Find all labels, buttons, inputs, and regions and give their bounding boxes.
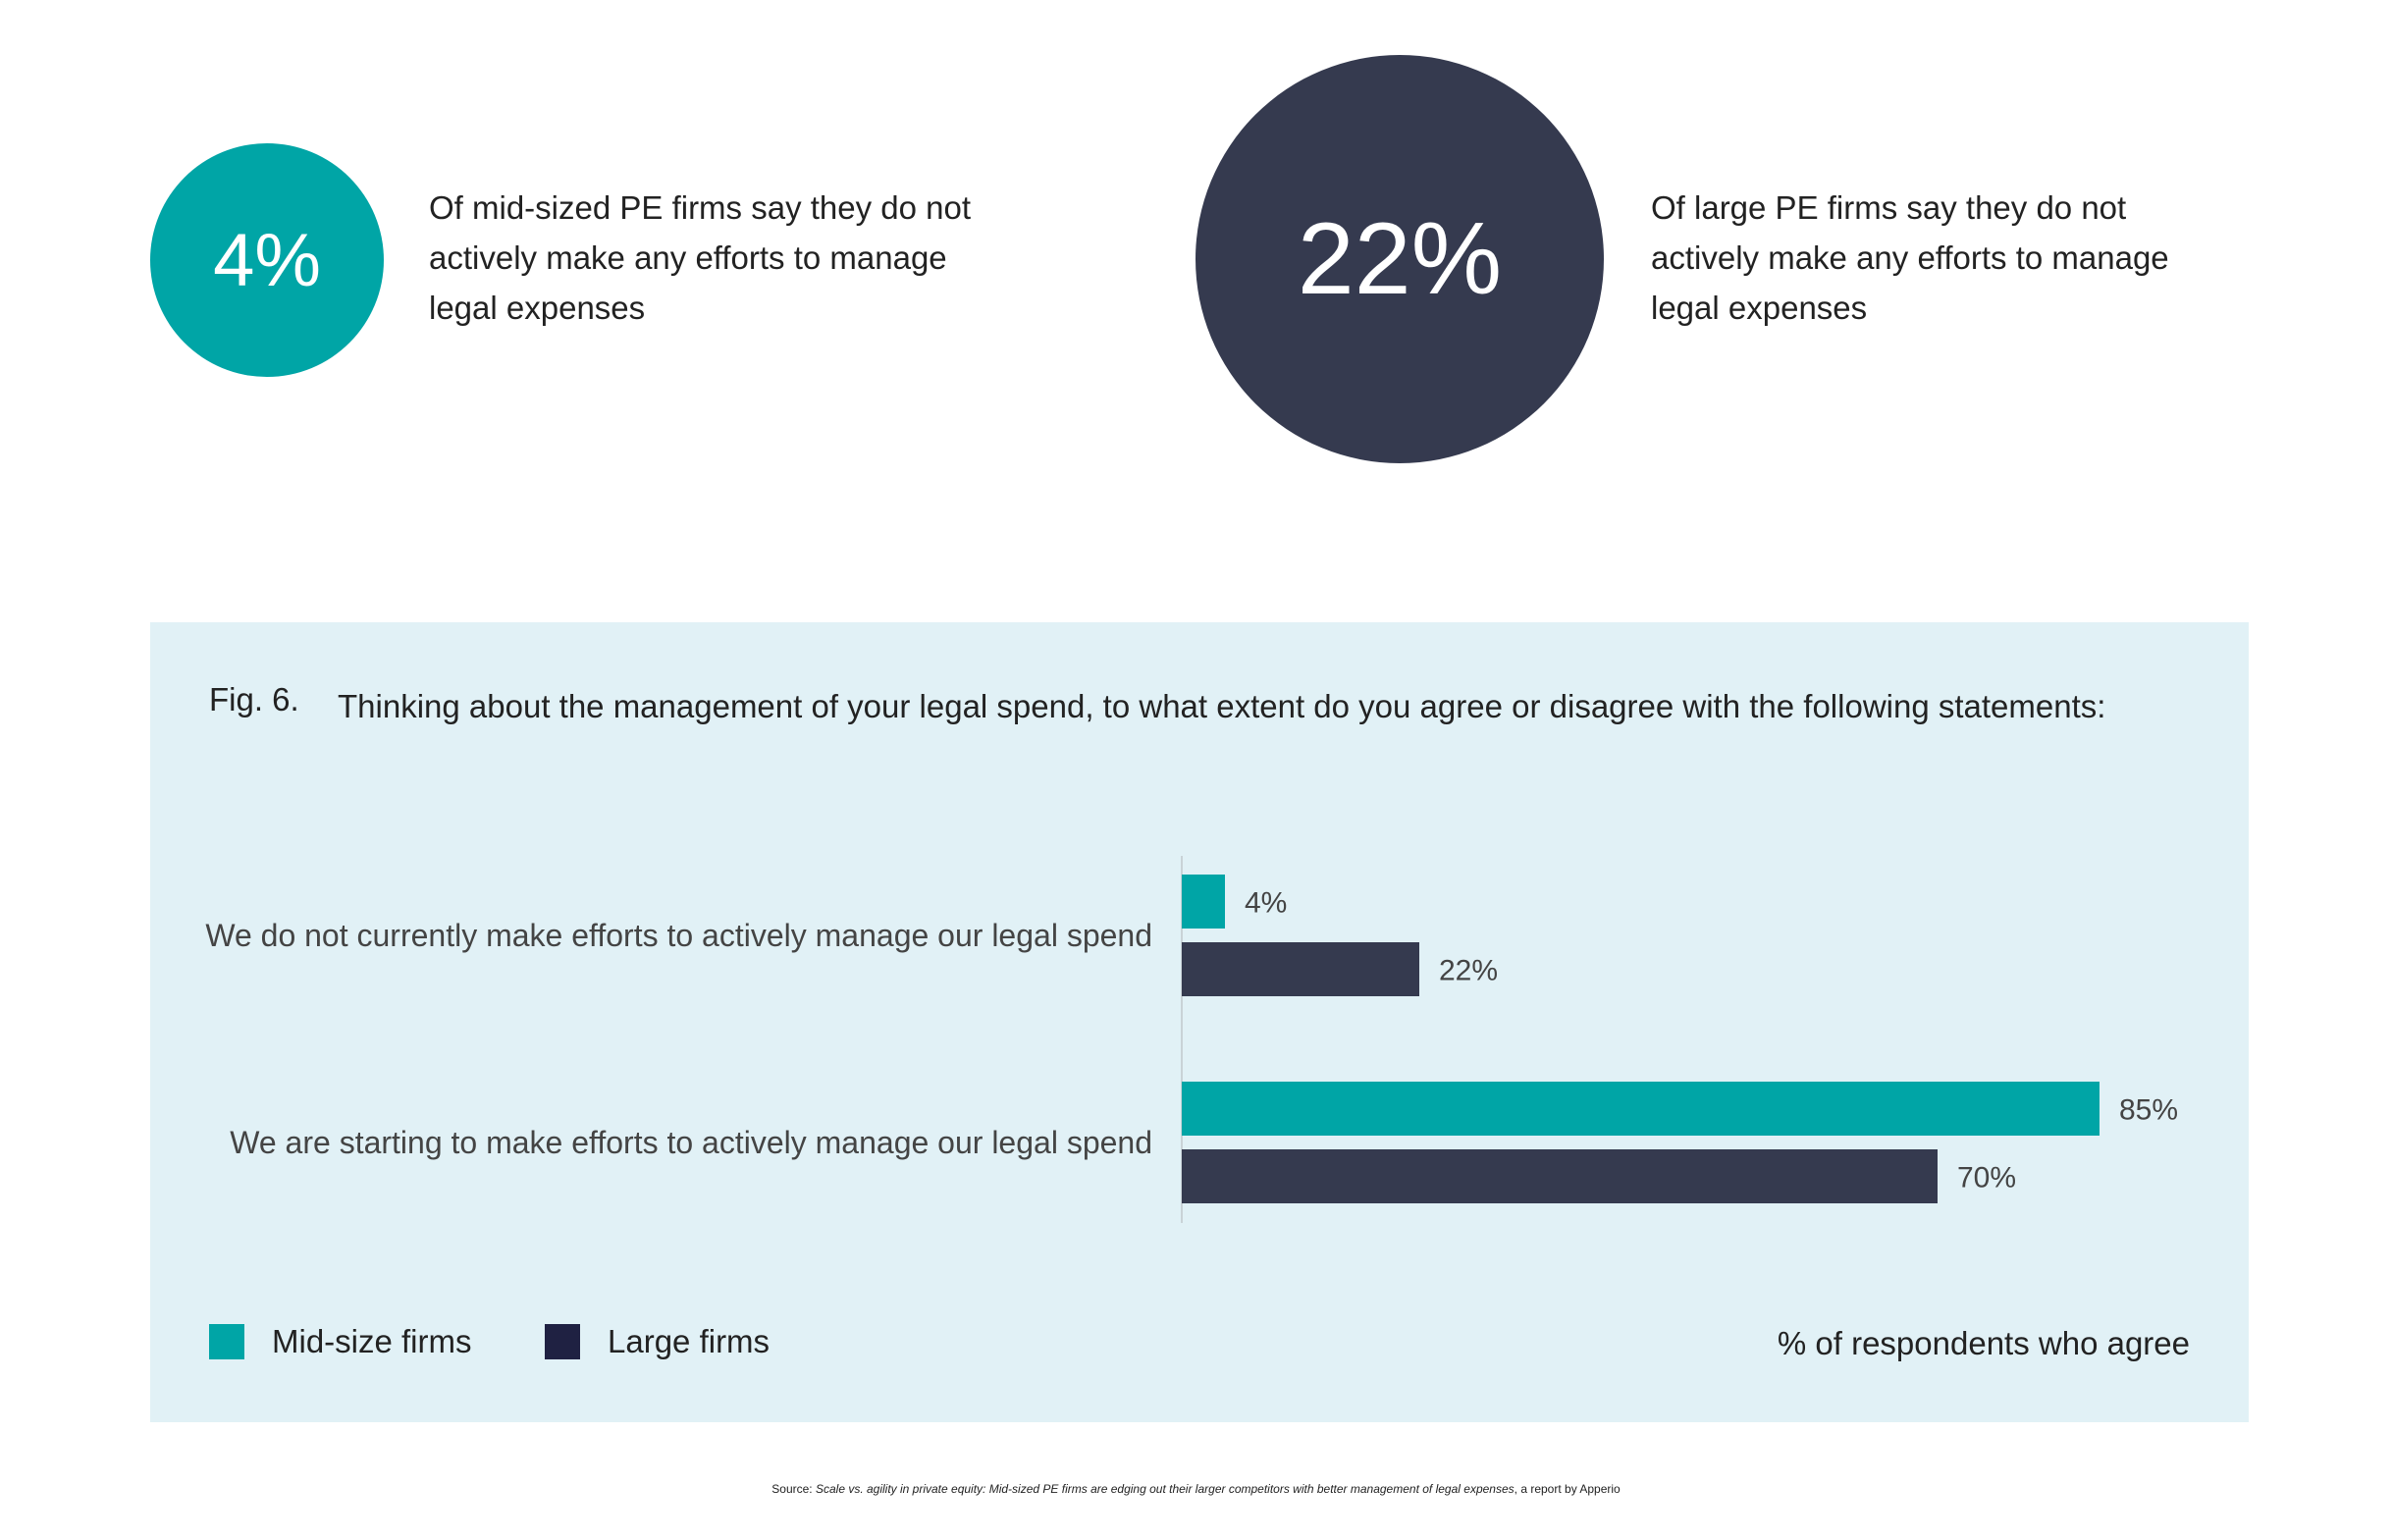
stat-mid-description: Of mid-sized PE firms say they do not ac…	[429, 189, 972, 326]
legend-swatch-mid	[209, 1324, 244, 1359]
bar-large	[1182, 1149, 1938, 1203]
bar-chart: We do not currently make efforts to acti…	[205, 856, 2178, 1223]
figure-panel: Fig. 6. Thinking about the management of…	[150, 622, 2249, 1422]
legend-item-mid: Mid-size firms	[209, 1323, 472, 1360]
source-title: Scale vs. agility in private equity: Mid…	[815, 1482, 1515, 1496]
source-prefix: Source:	[771, 1482, 816, 1496]
figure-label: Fig. 6.	[209, 681, 299, 717]
stat-large-description: Of large PE firms say they do not active…	[1651, 189, 2169, 326]
bar-value-label: 22%	[1439, 955, 1498, 987]
bar-large	[1182, 942, 1419, 996]
bar-value-label: 70%	[1957, 1162, 2016, 1195]
figure-title: Thinking about the management of your le…	[338, 688, 2106, 724]
category-label: We do not currently make efforts to acti…	[205, 918, 1152, 953]
stat-circle-mid: 4%	[150, 143, 384, 377]
stat-large-value: 22%	[1297, 201, 1503, 316]
bar-value-label: 4%	[1245, 887, 1287, 920]
bar-mid	[1182, 875, 1225, 929]
legend-swatch-large	[545, 1324, 580, 1359]
legend-label-mid: Mid-size firms	[272, 1323, 472, 1359]
stat-mid-value: 4%	[213, 218, 321, 302]
legend-label-large: Large firms	[608, 1323, 771, 1359]
source-note: Source: Scale vs. agility in private equ…	[0, 1482, 2392, 1496]
bar-mid	[1182, 1082, 2100, 1136]
bar-value-label: 85%	[2119, 1094, 2178, 1127]
axis-note: % of respondents who agree	[1777, 1325, 2190, 1361]
stat-circle-large: 22%	[1196, 55, 1604, 463]
source-suffix: , a report by Apperio	[1514, 1482, 1621, 1496]
category-label: We are starting to make efforts to activ…	[230, 1125, 1152, 1160]
legend-item-large: Large firms	[545, 1323, 770, 1360]
